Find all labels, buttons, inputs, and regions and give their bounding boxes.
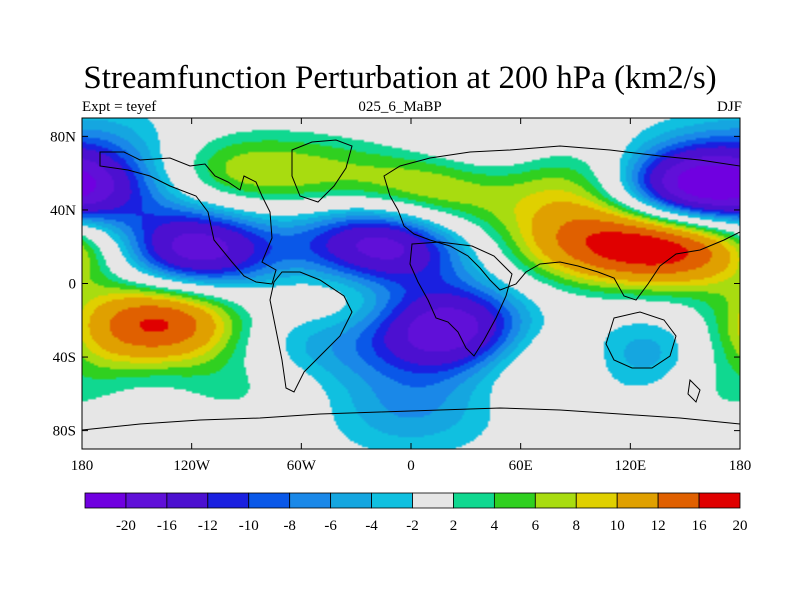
- colorbar-swatch: [330, 492, 372, 509]
- chart-title: Streamfunction Perturbation at 200 hPa (…: [83, 60, 717, 96]
- coastline-africa: [409, 241, 513, 357]
- colorbar-label: -20: [116, 518, 136, 534]
- colorbar-label: 8: [573, 518, 581, 534]
- y-tick-label: 40S: [53, 350, 76, 366]
- experiment-label: Expt = teyef: [82, 99, 157, 115]
- colorbar-swatch: [84, 492, 127, 509]
- colorbar-swatch: [575, 492, 618, 509]
- y-tick-label: 80S: [53, 424, 76, 440]
- colorbar-swatch: [166, 492, 209, 509]
- y-tick-label: 0: [69, 277, 77, 293]
- streamfunction-field: [82, 118, 740, 449]
- colorbar-label: 20: [733, 518, 748, 534]
- season-label: DJF: [716, 99, 742, 115]
- colorbar-swatch: [616, 492, 659, 509]
- x-tick-label: 0: [407, 458, 415, 474]
- colorbar-swatch: [289, 492, 332, 509]
- colorbar-label: 10: [610, 518, 625, 534]
- colorbar-swatch: [412, 492, 454, 509]
- colorbar-swatch: [207, 492, 250, 509]
- coastlines: [81, 139, 741, 431]
- colorbar-swatch: [125, 492, 168, 509]
- x-tick-label: 120W: [173, 458, 211, 474]
- coastline-eurasia: [383, 145, 741, 301]
- case-label: 025_6_MaBP: [358, 99, 442, 115]
- colorbar-label: -4: [365, 518, 378, 534]
- y-tick-label: 80N: [50, 129, 76, 145]
- x-tick-label: 60W: [287, 458, 317, 474]
- x-tick-label: 60E: [509, 458, 533, 474]
- colorbar-swatch: [453, 492, 495, 509]
- x-tick-label: 120E: [614, 458, 646, 474]
- coastline-south-america: [269, 271, 353, 393]
- coastline-antarctica: [81, 407, 741, 431]
- axes: 180 120W 60W 0 60E 120E 180 80N 40N 0 40S 80S: [50, 118, 751, 474]
- colorbar: -20 -16 -12 -10 -8 -6 -4 -2 2 4 6 8 10 12 16 20: [84, 492, 748, 534]
- colorbar-label: 16: [692, 518, 708, 534]
- colorbar-label: 2: [450, 518, 458, 534]
- colorbar-label: -16: [157, 518, 177, 534]
- coastline-australia: [605, 311, 677, 369]
- colorbar-label: -12: [198, 518, 218, 534]
- colorbar-swatch: [657, 492, 700, 509]
- coastline-north-america: [99, 151, 277, 285]
- colorbar-swatch: [248, 492, 291, 509]
- colorbar-label: 4: [491, 518, 499, 534]
- colorbar-label: -8: [283, 518, 296, 534]
- x-tick-label: 180: [71, 458, 94, 474]
- x-tick-label: 180: [729, 458, 752, 474]
- colorbar-label: -10: [239, 518, 259, 534]
- colorbar-swatch: [534, 492, 577, 509]
- colorbar-swatch: [493, 492, 536, 509]
- colorbar-label: 6: [532, 518, 540, 534]
- colorbar-swatch: [698, 492, 741, 509]
- colorbar-swatch: [371, 492, 413, 509]
- colorbar-label: 12: [651, 518, 666, 534]
- colorbar-label: -6: [324, 518, 337, 534]
- colorbar-label: -2: [406, 518, 419, 534]
- y-tick-label: 40N: [50, 203, 76, 219]
- coastline-new-zealand: [687, 378, 701, 403]
- coastline-greenland: [291, 139, 353, 203]
